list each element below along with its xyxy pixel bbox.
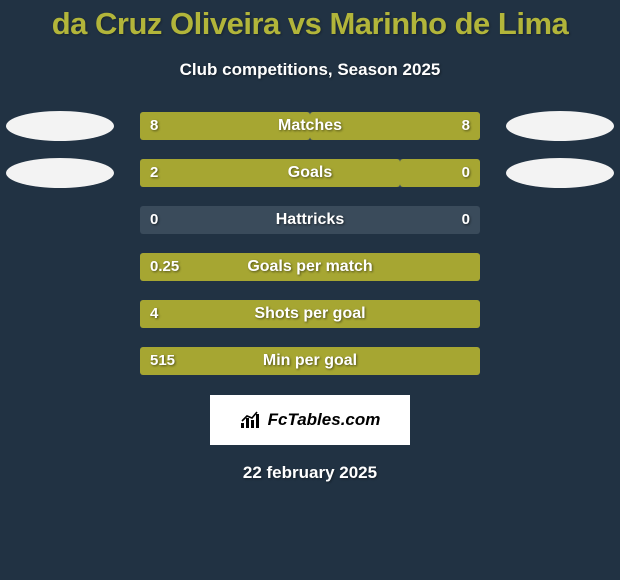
stat-row: 00Hattricks <box>0 206 620 234</box>
stat-row: 88Matches <box>0 112 620 140</box>
stat-label: Goals <box>140 159 480 187</box>
player-avatar-right <box>506 158 614 188</box>
chart-icon <box>240 411 262 429</box>
stat-label: Goals per match <box>140 253 480 281</box>
stat-row: 20Goals <box>0 159 620 187</box>
stat-label: Hattricks <box>140 206 480 234</box>
stat-label: Matches <box>140 112 480 140</box>
player-avatar-left <box>6 158 114 188</box>
stat-label: Shots per goal <box>140 300 480 328</box>
stat-row: 4Shots per goal <box>0 300 620 328</box>
stat-label: Min per goal <box>140 347 480 375</box>
badge-text: FcTables.com <box>268 410 381 430</box>
player-avatar-right <box>506 111 614 141</box>
stats-container: 88Matches 20Goals 00Hattricks 0.25Goals per… <box>0 112 620 375</box>
date-label: 22 february 2025 <box>0 463 620 483</box>
source-badge: FcTables.com <box>210 395 410 445</box>
subtitle: Club competitions, Season 2025 <box>0 60 620 80</box>
stat-row: 515Min per goal <box>0 347 620 375</box>
page-title: da Cruz Oliveira vs Marinho de Lima <box>0 0 620 42</box>
player-avatar-left <box>6 111 114 141</box>
stat-row: 0.25Goals per match <box>0 253 620 281</box>
